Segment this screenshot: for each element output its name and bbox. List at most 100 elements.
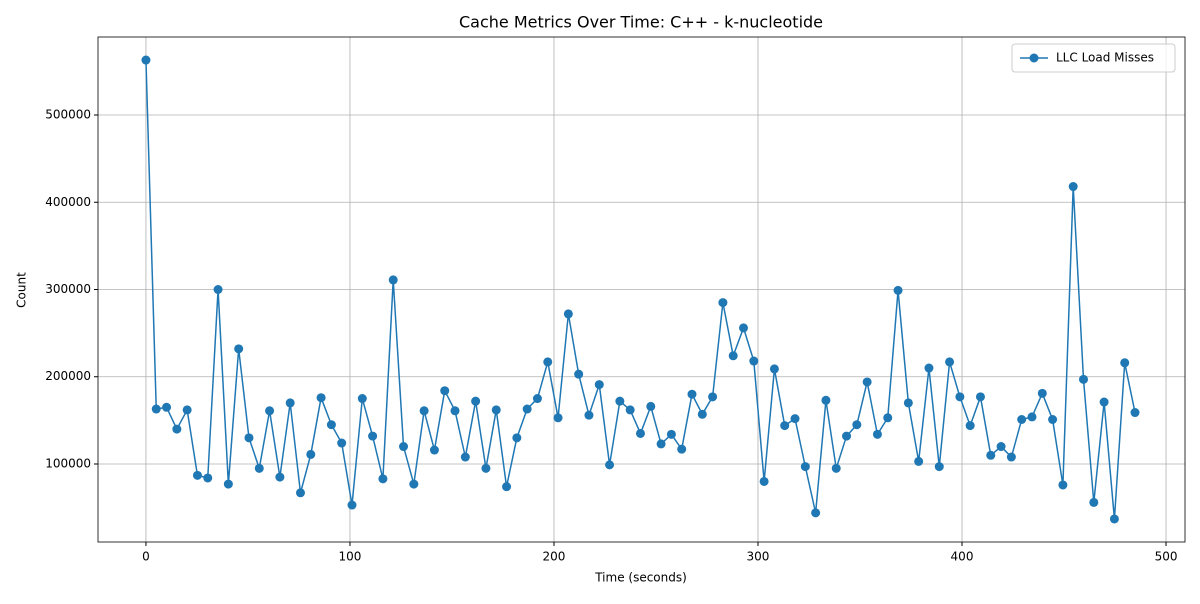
data-point bbox=[769, 364, 779, 374]
data-point bbox=[1006, 452, 1016, 462]
data-point bbox=[975, 392, 985, 402]
data-point bbox=[718, 298, 728, 308]
data-point bbox=[1089, 497, 1099, 507]
data-point bbox=[234, 344, 244, 354]
data-point bbox=[584, 410, 594, 420]
data-point bbox=[800, 462, 810, 472]
x-tick-label: 500 bbox=[1155, 550, 1178, 564]
data-point bbox=[574, 369, 584, 379]
data-point bbox=[749, 356, 759, 366]
data-point bbox=[368, 431, 378, 441]
data-point bbox=[666, 429, 676, 439]
data-point bbox=[203, 473, 213, 483]
data-point bbox=[1017, 415, 1027, 425]
data-point bbox=[780, 421, 790, 431]
data-point bbox=[790, 414, 800, 424]
data-point bbox=[172, 424, 182, 434]
data-point bbox=[141, 55, 151, 65]
data-point bbox=[1048, 415, 1058, 425]
data-point bbox=[388, 275, 398, 285]
data-point bbox=[965, 421, 975, 431]
data-point bbox=[326, 420, 336, 430]
data-point bbox=[883, 413, 893, 423]
data-point bbox=[481, 463, 491, 473]
data-point bbox=[553, 413, 563, 423]
data-point bbox=[378, 474, 388, 484]
data-point bbox=[852, 420, 862, 430]
data-point bbox=[914, 456, 924, 466]
data-point bbox=[337, 438, 347, 448]
data-point bbox=[295, 488, 305, 498]
data-point bbox=[532, 394, 542, 404]
data-point bbox=[162, 402, 172, 412]
data-point bbox=[945, 357, 955, 367]
data-point bbox=[429, 445, 439, 455]
data-point bbox=[347, 500, 357, 510]
data-point bbox=[471, 396, 481, 406]
data-point bbox=[1058, 480, 1068, 490]
data-point bbox=[1099, 397, 1109, 407]
data-point bbox=[316, 393, 326, 403]
data-point bbox=[450, 406, 460, 416]
y-tick-label: 200000 bbox=[45, 369, 91, 383]
data-point bbox=[1130, 408, 1140, 418]
data-point bbox=[934, 462, 944, 472]
data-point bbox=[635, 428, 645, 438]
data-point bbox=[563, 309, 573, 319]
data-point bbox=[460, 452, 470, 462]
data-point bbox=[254, 463, 264, 473]
data-point bbox=[275, 472, 285, 482]
data-point bbox=[399, 442, 409, 452]
x-axis-label: Time (seconds) bbox=[594, 571, 687, 585]
data-point bbox=[924, 363, 934, 373]
legend-box bbox=[1011, 43, 1176, 73]
data-point bbox=[831, 463, 841, 473]
data-point bbox=[605, 460, 615, 470]
data-point bbox=[1037, 388, 1047, 398]
data-point bbox=[409, 479, 419, 489]
chart-title: Cache Metrics Over Time: C++ - k-nucleot… bbox=[459, 13, 823, 32]
data-point bbox=[615, 396, 625, 406]
data-point bbox=[1109, 514, 1119, 524]
data-point bbox=[677, 444, 687, 454]
y-axis-label: Count bbox=[15, 272, 29, 308]
data-point bbox=[491, 405, 501, 415]
data-point bbox=[265, 406, 275, 416]
data-point bbox=[244, 433, 254, 443]
data-point bbox=[697, 409, 707, 419]
data-point bbox=[739, 323, 749, 333]
data-point bbox=[821, 395, 831, 405]
data-point bbox=[955, 392, 965, 402]
data-point bbox=[285, 398, 295, 408]
y-tick-label: 500000 bbox=[45, 108, 91, 122]
data-point bbox=[1079, 374, 1089, 384]
data-point bbox=[306, 449, 316, 459]
data-point bbox=[1068, 182, 1078, 192]
x-tick-label: 200 bbox=[543, 550, 566, 564]
data-point bbox=[502, 482, 512, 492]
data-point bbox=[625, 405, 635, 415]
data-point bbox=[357, 394, 367, 404]
data-point bbox=[419, 406, 429, 416]
data-point bbox=[759, 476, 769, 486]
data-point bbox=[522, 404, 532, 414]
x-tick-label: 0 bbox=[142, 550, 150, 564]
data-point bbox=[223, 479, 233, 489]
data-point bbox=[872, 429, 882, 439]
data-point bbox=[543, 357, 553, 367]
data-point bbox=[708, 392, 718, 402]
data-point bbox=[646, 401, 656, 411]
data-point bbox=[986, 450, 996, 460]
data-point bbox=[893, 285, 903, 295]
data-point bbox=[594, 380, 604, 390]
data-point bbox=[811, 508, 821, 518]
data-point bbox=[151, 404, 161, 414]
data-point bbox=[213, 285, 223, 294]
x-tick-label: 400 bbox=[951, 550, 974, 564]
data-point bbox=[728, 351, 738, 361]
data-point bbox=[903, 398, 913, 408]
legend-marker bbox=[1029, 53, 1039, 63]
data-point bbox=[862, 377, 872, 387]
data-point bbox=[512, 433, 522, 443]
